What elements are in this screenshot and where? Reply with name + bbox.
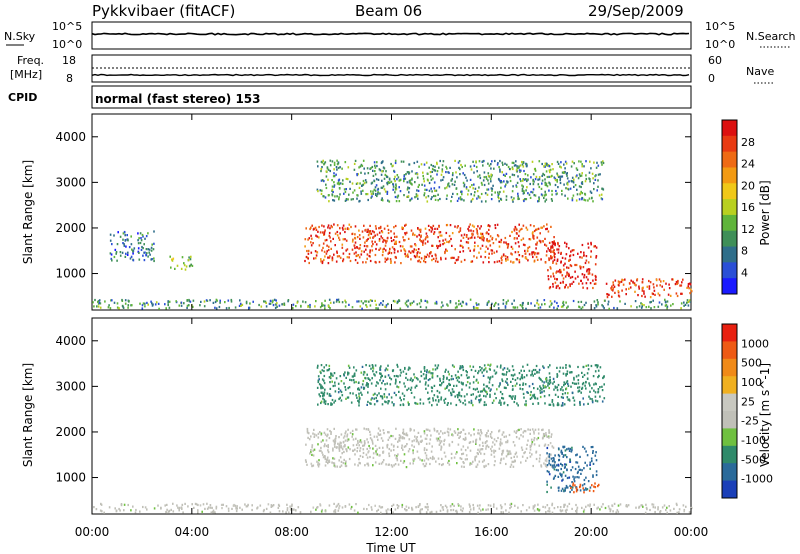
colorbar-tick-label: -100 [741, 434, 766, 447]
colorbar-segment [722, 262, 737, 279]
colorbar-segment [722, 199, 737, 216]
ytick-label: 1000 [55, 471, 86, 485]
ytick-label: 3000 [55, 175, 86, 189]
xtick-label: 00:00 [674, 525, 709, 539]
ytick-label: 4000 [55, 130, 86, 144]
colorbar-tick-label: -500 [741, 453, 766, 466]
colorbar-tick-label: 12 [741, 223, 755, 236]
echo-region [92, 298, 691, 310]
xtick-label: 20:00 [574, 525, 609, 539]
colorbar-segment [722, 358, 737, 377]
freq-tick-bottom: 8 [66, 72, 73, 85]
colorbar-tick-label: -25 [741, 415, 759, 428]
colorbar-segment [722, 151, 737, 168]
colorbar-segment [722, 246, 737, 263]
freq-label-2: [MHz] [10, 68, 42, 81]
colorbar-tick-label: 20 [741, 179, 755, 192]
colorbar-tick-label: -1000 [741, 473, 773, 486]
station-title: Pykkvibaer (fitACF) [92, 2, 235, 20]
colorbar-tick-label: 500 [741, 357, 762, 370]
freq-panel: Freq. [MHz] 18 8 60 0 Nave [10, 54, 774, 85]
colorbar-tick-label: 16 [741, 201, 755, 214]
velocity-colorbar-label: Velocity [m s^-1] [758, 363, 772, 467]
cpid-label: CPID [8, 91, 37, 104]
colorbar-segment [722, 278, 737, 295]
colorbar-segment [722, 480, 737, 499]
nsky-label: N.Sky [4, 30, 36, 43]
freq-tick-top: 18 [62, 54, 76, 67]
colorbar-tick-label: 100 [741, 376, 762, 389]
colorbar-segment [722, 393, 737, 412]
nsearch-tick-top: 10^5 [705, 20, 735, 33]
colorbar-tick-label: 25 [741, 395, 755, 408]
nsearch-tick-bottom: 10^0 [705, 38, 735, 51]
colorbar-tick-label: 1000 [741, 337, 769, 350]
echo-region [304, 223, 556, 265]
beam-title: Beam 06 [355, 2, 422, 20]
colorbar-frame [721, 119, 738, 295]
nave-label: Nave [746, 65, 774, 78]
xtick-label: 12:00 [374, 525, 409, 539]
xtick-label: 16:00 [474, 525, 509, 539]
xtick-label: 00:00 [75, 525, 110, 539]
ytick-label: 2000 [55, 425, 86, 439]
colorbar-frame [721, 323, 738, 499]
ytick-label: 2000 [55, 221, 86, 235]
echo-region [304, 427, 556, 469]
xtick-label: 04:00 [175, 525, 210, 539]
colorbar-segment [722, 120, 737, 137]
colorbar-tick-label: 28 [741, 136, 755, 149]
colorbar-tick-label: 24 [741, 158, 755, 171]
velocity-panel: 1000 2000 3000 4000 00:00 04:00 08:00 12:00 16:… [21, 114, 708, 554]
echo-region [546, 445, 598, 494]
colorbar-segment [722, 230, 737, 247]
echo-region [169, 255, 194, 271]
nsky-tick-top: 10^5 [52, 20, 82, 33]
power-ylabel: Slant Range [km] [21, 160, 35, 264]
colorbar-segment [722, 135, 737, 153]
colorbar-segment [722, 183, 737, 200]
echo-region [316, 363, 606, 407]
power-echoes [92, 159, 693, 310]
colorbar-tick-label: 4 [741, 266, 748, 279]
colorbar-tick-label: 8 [741, 245, 748, 258]
colorbar-segment [722, 411, 737, 429]
echo-region [109, 230, 155, 263]
velocity-xlabel: Time UT [365, 541, 416, 554]
velocity-colorbar: Velocity [m s^-1] 1000 500 100 25 -25 -100 -50… [721, 323, 773, 499]
nave-tick-bottom: 0 [708, 72, 715, 85]
xtick-label: 08:00 [274, 525, 309, 539]
echo-region [547, 241, 598, 290]
colorbar-segment [722, 324, 737, 342]
nsky-tick-bottom: 10^0 [52, 38, 82, 51]
colorbar-segment [722, 463, 737, 481]
echo-region [570, 482, 600, 494]
cpid-panel: CPID normal (fast stereo) 153 [8, 85, 692, 109]
colorbar-segment [722, 214, 737, 232]
date-title: 29/Sep/2009 [588, 2, 684, 20]
colorbar-segment [722, 167, 737, 184]
velocity-echoes [93, 363, 693, 514]
colorbar-segment [722, 376, 737, 394]
cpid-text: normal (fast stereo) 153 [95, 92, 261, 106]
power-panel: 1000 2000 3000 4000 Slant Range [km] [21, 113, 693, 311]
power-colorbar: Power [dB] 28 24 20 16 12 8 4 [721, 119, 772, 295]
colorbar-segment [722, 445, 737, 464]
echo-region [93, 502, 693, 514]
ytick-label: 3000 [55, 379, 86, 393]
power-colorbar-label: Power [dB] [758, 180, 772, 245]
echo-region [605, 278, 693, 299]
ytick-label: 4000 [55, 334, 86, 348]
ytick-label: 1000 [55, 267, 86, 281]
velocity-ylabel: Slant Range [km] [21, 363, 35, 467]
nsearch-label: N.Search [746, 30, 796, 43]
colorbar-segment [722, 428, 737, 447]
echo-region [316, 159, 605, 203]
nsky-panel: N.Sky 10^5 10^0 10^5 10^0 N.Search [4, 20, 796, 51]
freq-label-1: Freq. [17, 54, 44, 67]
nave-tick-top: 60 [708, 54, 722, 67]
colorbar-segment [722, 341, 737, 360]
